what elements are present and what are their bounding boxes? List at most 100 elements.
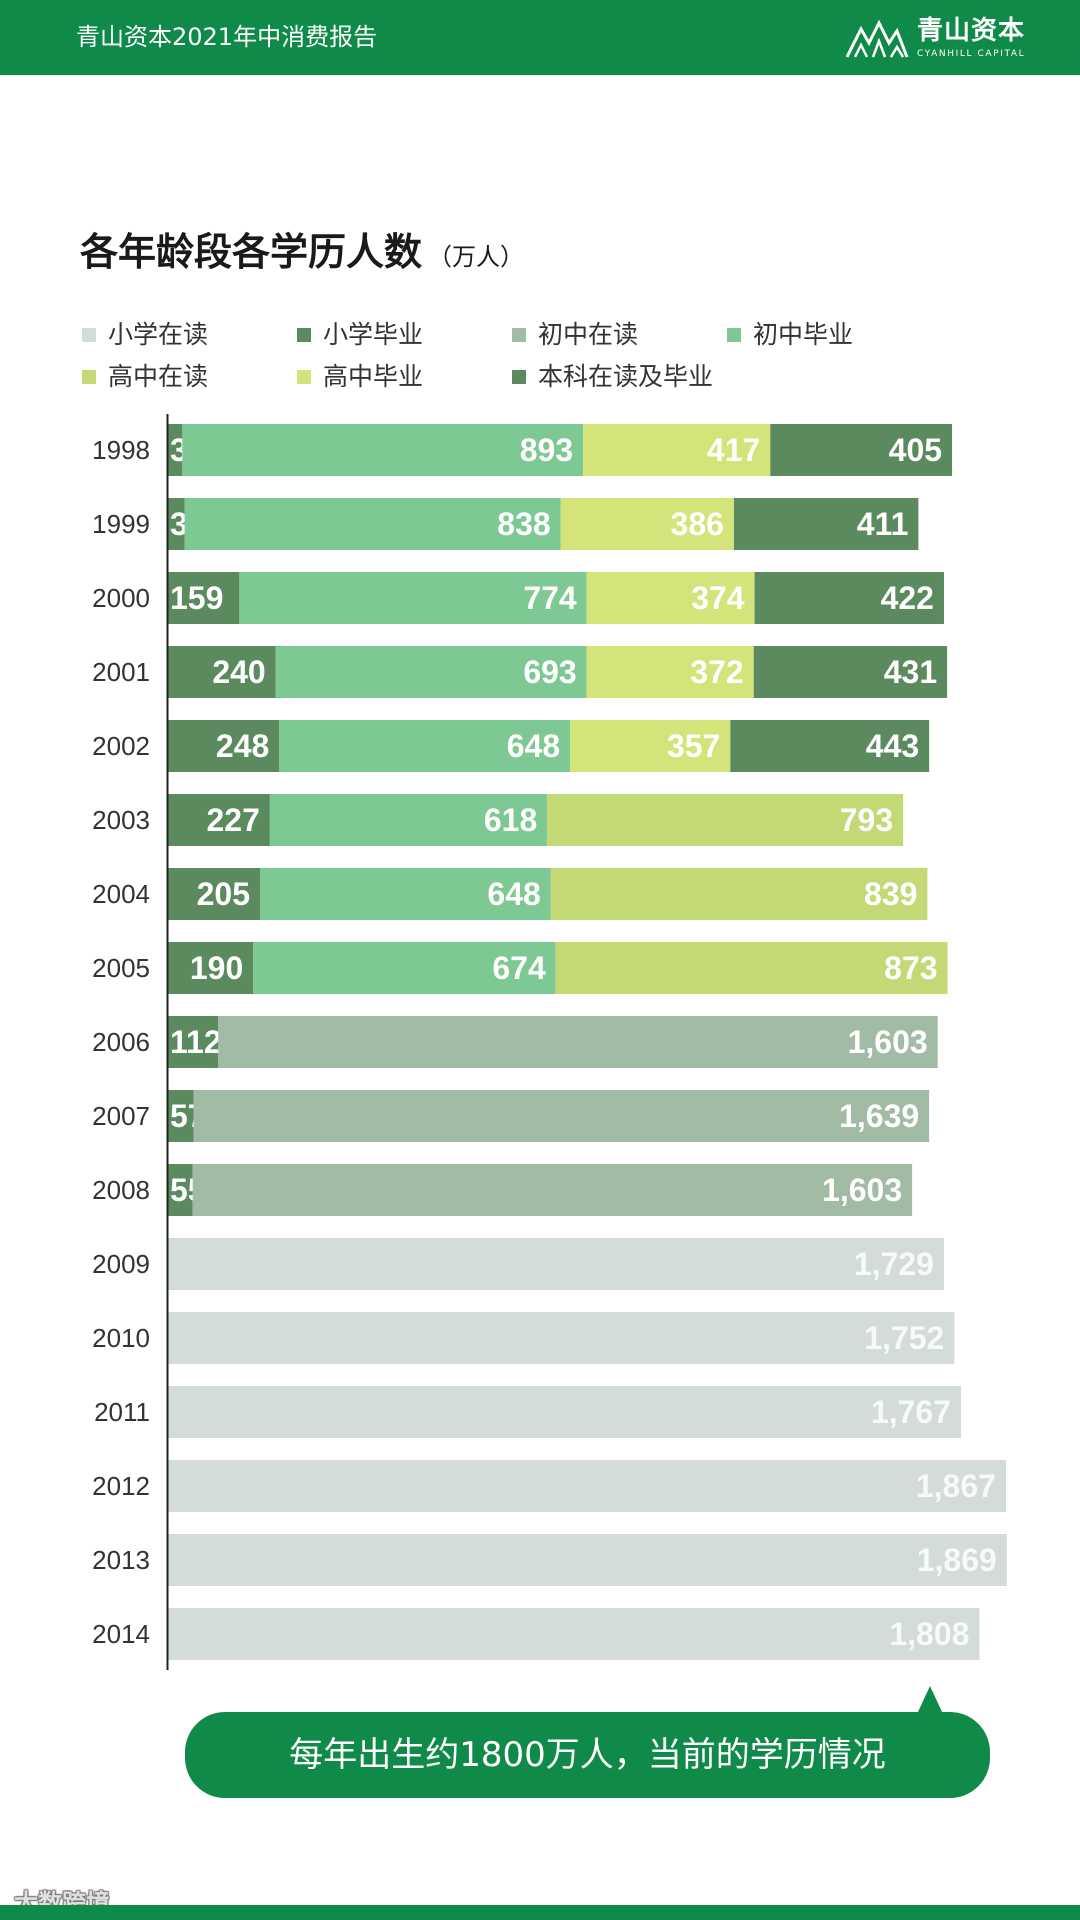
legend-swatch [512,370,526,384]
bar-segment [586,572,755,624]
year-tick-label: 2003 [92,805,150,835]
data-label: 417 [707,432,760,468]
data-label: 1,603 [822,1172,902,1208]
bar-segment [269,794,548,846]
data-label: 1,767 [871,1394,951,1430]
legend-item: 本科在读及毕业 [512,360,713,394]
year-tick-label: 2000 [92,583,150,613]
bar-segment [550,868,928,920]
year-tick-label: 2014 [92,1619,150,1649]
data-label: 648 [507,728,560,764]
bar-segment [168,572,240,624]
bar-segment [754,572,944,624]
year-tick-label: 2007 [92,1101,150,1131]
legend-swatch [297,370,311,384]
year-tick-label: 2012 [92,1471,150,1501]
year-tick-label: 2011 [94,1397,150,1427]
company-logo: 青山资本 CYANHILL CAPITAL [845,15,1035,65]
data-label: 190 [190,950,243,986]
legend-label: 高中毕业 [323,362,424,391]
data-label: 372 [690,654,743,690]
year-tick-label: 2009 [92,1249,150,1279]
legend-label: 初中毕业 [753,320,854,349]
data-label: 227 [206,802,259,838]
bar-segment [193,1090,930,1142]
year-tick-label: 2010 [92,1323,150,1353]
bar-segment [239,572,587,624]
bar-segment [168,1386,962,1438]
bar-segment [570,720,731,772]
bar-segment [586,646,754,698]
data-label: 405 [889,432,942,468]
year-tick-label: 2008 [92,1175,150,1205]
chart-title-text: 各年龄段各学历人数 [80,230,423,274]
bar-segment [184,498,561,550]
stacked-bar-chart: 1998328934174051999378383864112000159774… [92,414,1007,1670]
year-tick-label: 1998 [92,435,150,465]
bar-segment [168,1090,194,1142]
bar-segment [730,720,930,772]
data-label: 648 [487,876,540,912]
data-label: 893 [520,432,573,468]
data-label: 159 [170,580,223,616]
year-tick-label: 2006 [92,1027,150,1057]
data-label: 240 [212,654,265,690]
legend-label: 高中在读 [108,362,209,391]
legend-label: 初中在读 [538,320,639,349]
legend-label: 小学毕业 [323,320,424,349]
bar-segment [168,1312,955,1364]
data-label: 386 [671,506,724,542]
data-label: 618 [484,802,537,838]
mountain-logo-icon [845,19,909,58]
data-label: 248 [216,728,269,764]
legend-swatch [82,328,96,342]
data-label: 839 [864,876,917,912]
data-label: 1,867 [916,1468,996,1504]
legend-swatch [727,328,741,342]
data-label: 1,869 [917,1542,997,1578]
chart-unit-label: （万人） [428,243,525,271]
data-label: 357 [667,728,720,764]
legend-item: 高中在读 [82,360,208,394]
data-label: 873 [884,950,937,986]
bar-segment [168,1608,980,1660]
data-label: 411 [857,506,909,542]
bar-segment [168,1534,1007,1586]
data-label: 431 [884,654,937,690]
data-label: 674 [492,950,546,986]
year-tick-label: 2005 [92,953,150,983]
bar-segment [279,720,571,772]
legend-item: 小学在读 [82,318,208,352]
data-label: 422 [881,580,934,616]
bar-segment [275,646,587,698]
chart-title: 各年龄段各学历人数 （万人） [80,226,524,283]
bar-segment [168,1016,219,1068]
report-header: 青山资本2021年中消费报告 青山资本 CYANHILL CAPITAL [0,0,1080,75]
bar-segment [733,498,919,550]
legend-label: 小学在读 [108,320,209,349]
bar-segment [555,942,948,994]
data-label: 443 [866,728,919,764]
bar-segment [168,498,185,550]
data-label: 374 [691,580,745,616]
data-label: 774 [523,580,577,616]
data-label: 1,808 [889,1616,969,1652]
bar-segment [168,1460,1006,1512]
footer-bar [0,1905,1080,1920]
legend-item: 初中在读 [512,318,638,352]
data-label: 793 [840,802,893,838]
year-tick-label: 1999 [92,509,150,539]
chart-legend: 小学在读 小学毕业 初中在读 初中毕业高中在读 高中毕业 本科在读及毕业 [82,318,1042,398]
legend-label: 本科在读及毕业 [538,362,714,391]
legend-item: 高中毕业 [297,360,423,394]
data-label: 693 [523,654,576,690]
bar-segment [770,424,953,476]
year-tick-label: 2004 [92,879,150,909]
bar-segment [168,646,276,698]
data-label: 838 [497,506,550,542]
legend-swatch [512,328,526,342]
legend-item: 初中毕业 [727,318,853,352]
bar-segment [182,424,584,476]
callout-bubble: 每年出生约1800万人，当前的学历情况 [185,1686,990,1798]
bar-segment [192,1164,913,1216]
